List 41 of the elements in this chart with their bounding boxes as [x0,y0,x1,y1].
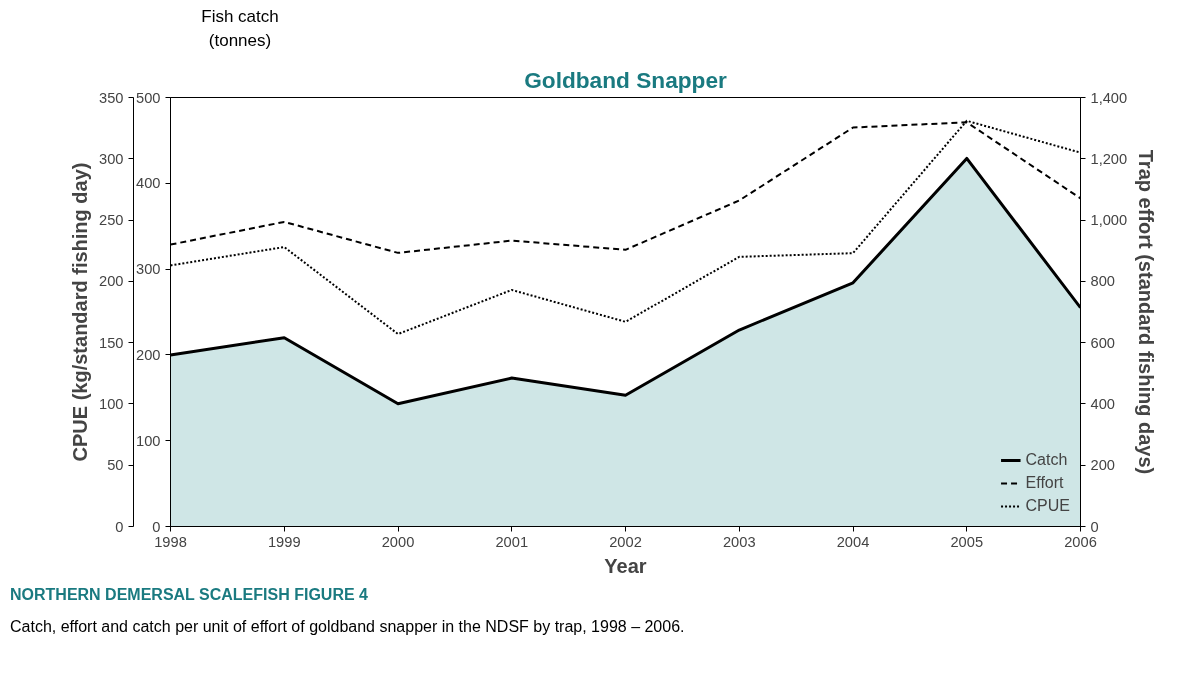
x-axis-title: Year [604,554,647,577]
y2-tick-label: 200 [1090,456,1115,473]
x-tick-label: 2006 [1064,533,1097,550]
y-tick-label: 100 [136,432,161,449]
y3-tick-label: 300 [99,150,124,167]
x-tick-label: 2000 [381,533,415,550]
y3-tick-label: 250 [99,211,124,228]
y-tick-label: 400 [136,174,161,191]
y2-tick-label: 600 [1090,334,1115,351]
y2-axis-title: Trap effort (standard fishing days) [1135,149,1158,474]
chart-title: Goldband Snapper [524,66,728,93]
y2-tick-label: 800 [1090,272,1115,289]
x-tick-label: 1998 [154,533,187,550]
legend-label: Catch [1025,450,1068,469]
y-tick-label: 0 [152,518,161,535]
y-tick-label: 500 [136,89,161,106]
text: NORTHERN DEMERSAL SCALEFISH FIGURE 4 [10,584,368,605]
y-tick-label: 300 [136,260,161,277]
y2-tick-label: 1,000 [1090,211,1128,228]
y3-axis-title: CPUE (kg/standard fishing day) [69,162,92,462]
y-tick-label: 200 [136,346,161,363]
x-tick-label: 2002 [609,533,642,550]
y-axis-title: Fish catch (tonnes) [200,6,280,53]
x-tick-label: 2004 [836,533,870,550]
y2-tick-label: 1,200 [1090,150,1128,167]
y3-tick-label: 100 [99,395,124,412]
y2-tick-label: 1,400 [1090,89,1128,106]
y3-tick-label: 200 [99,272,124,289]
x-tick-label: 2001 [495,533,529,550]
y3-tick-label: 350 [99,89,124,106]
y3-tick-label: 150 [99,334,124,351]
y2-tick-label: 400 [1090,395,1115,412]
legend-label: Effort [1025,473,1064,492]
y3-tick-label: 50 [107,456,124,473]
x-tick-label: 1999 [267,533,301,550]
y3-tick-label: 0 [115,518,124,535]
x-tick-label: 2005 [950,533,984,550]
legend-label: CPUE [1025,496,1070,515]
text: Catch, effort and catch per unit of effort of goldband snapper in the NDSF by trap, 1998 – 2006. [10,617,685,638]
x-tick-label: 2003 [722,533,756,550]
y2-tick-label: 0 [1090,518,1099,535]
